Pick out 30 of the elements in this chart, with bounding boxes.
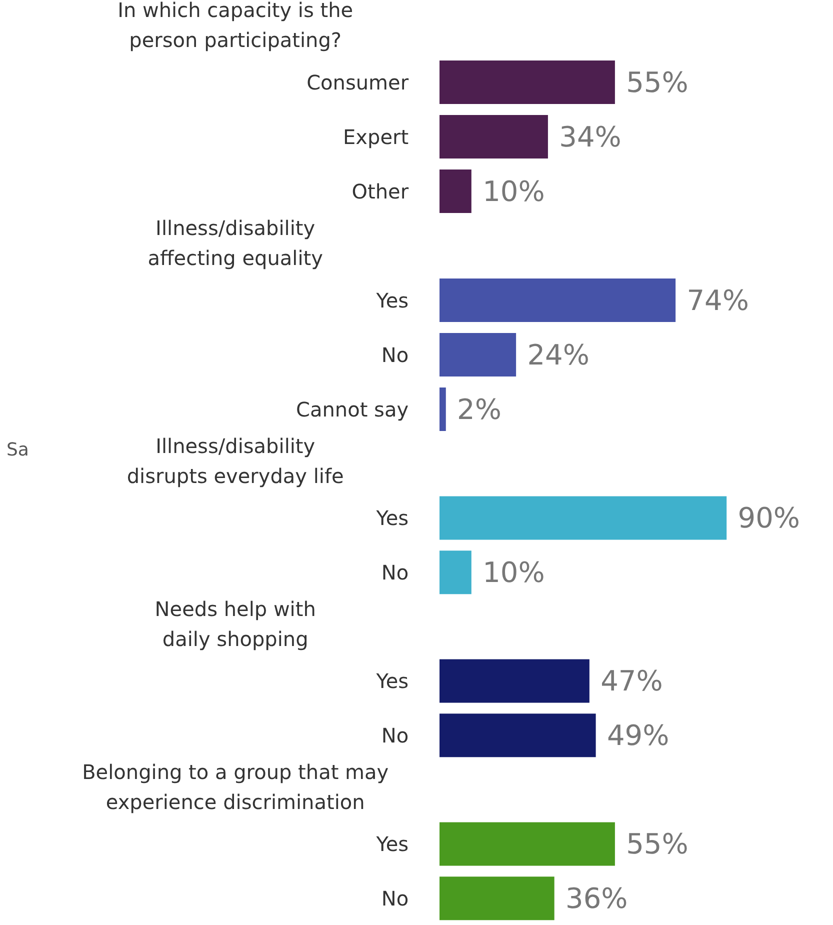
- y-tick-label: Yes: [375, 288, 409, 312]
- text: Belonging to a group that may experience discrimination: [82, 760, 389, 814]
- data-label: 24%: [527, 338, 590, 372]
- data-label: 10%: [482, 556, 545, 589]
- data-label: 10%: [482, 174, 545, 208]
- data-label: 34%: [559, 120, 622, 154]
- data-label: 55%: [626, 66, 688, 99]
- y-tick-label: Yes: [375, 669, 409, 693]
- y-tick-label: No: [381, 723, 409, 748]
- y-tick-label: Cannot say: [296, 397, 409, 422]
- y-tick-label: Yes: [375, 506, 409, 530]
- text: Illness/disability disrupts everyday life: [126, 434, 344, 488]
- data-label: 36%: [566, 882, 628, 915]
- text: In which capacity is the person participating?: [118, 0, 354, 52]
- data-label: 47%: [600, 664, 663, 698]
- y-tick-label: Yes: [375, 832, 409, 856]
- y-tick-label: No: [381, 342, 409, 367]
- data-label: 90%: [738, 502, 800, 534]
- y-tick-label: No: [381, 886, 409, 910]
- y-tick-label: Consumer: [306, 70, 410, 94]
- y-tick-label: Other: [352, 179, 410, 204]
- data-label: 49%: [606, 718, 670, 752]
- data-label: 74%: [686, 284, 749, 317]
- text: Needs help with daily shopping: [154, 596, 316, 651]
- y-tick-label: Expert: [343, 124, 409, 149]
- text: Sa: [6, 440, 29, 461]
- data-label: 55%: [626, 828, 688, 860]
- data-label: 2%: [457, 392, 502, 426]
- y-tick-label: No: [381, 560, 409, 584]
- text: Illness/disability affecting equality: [148, 216, 324, 270]
